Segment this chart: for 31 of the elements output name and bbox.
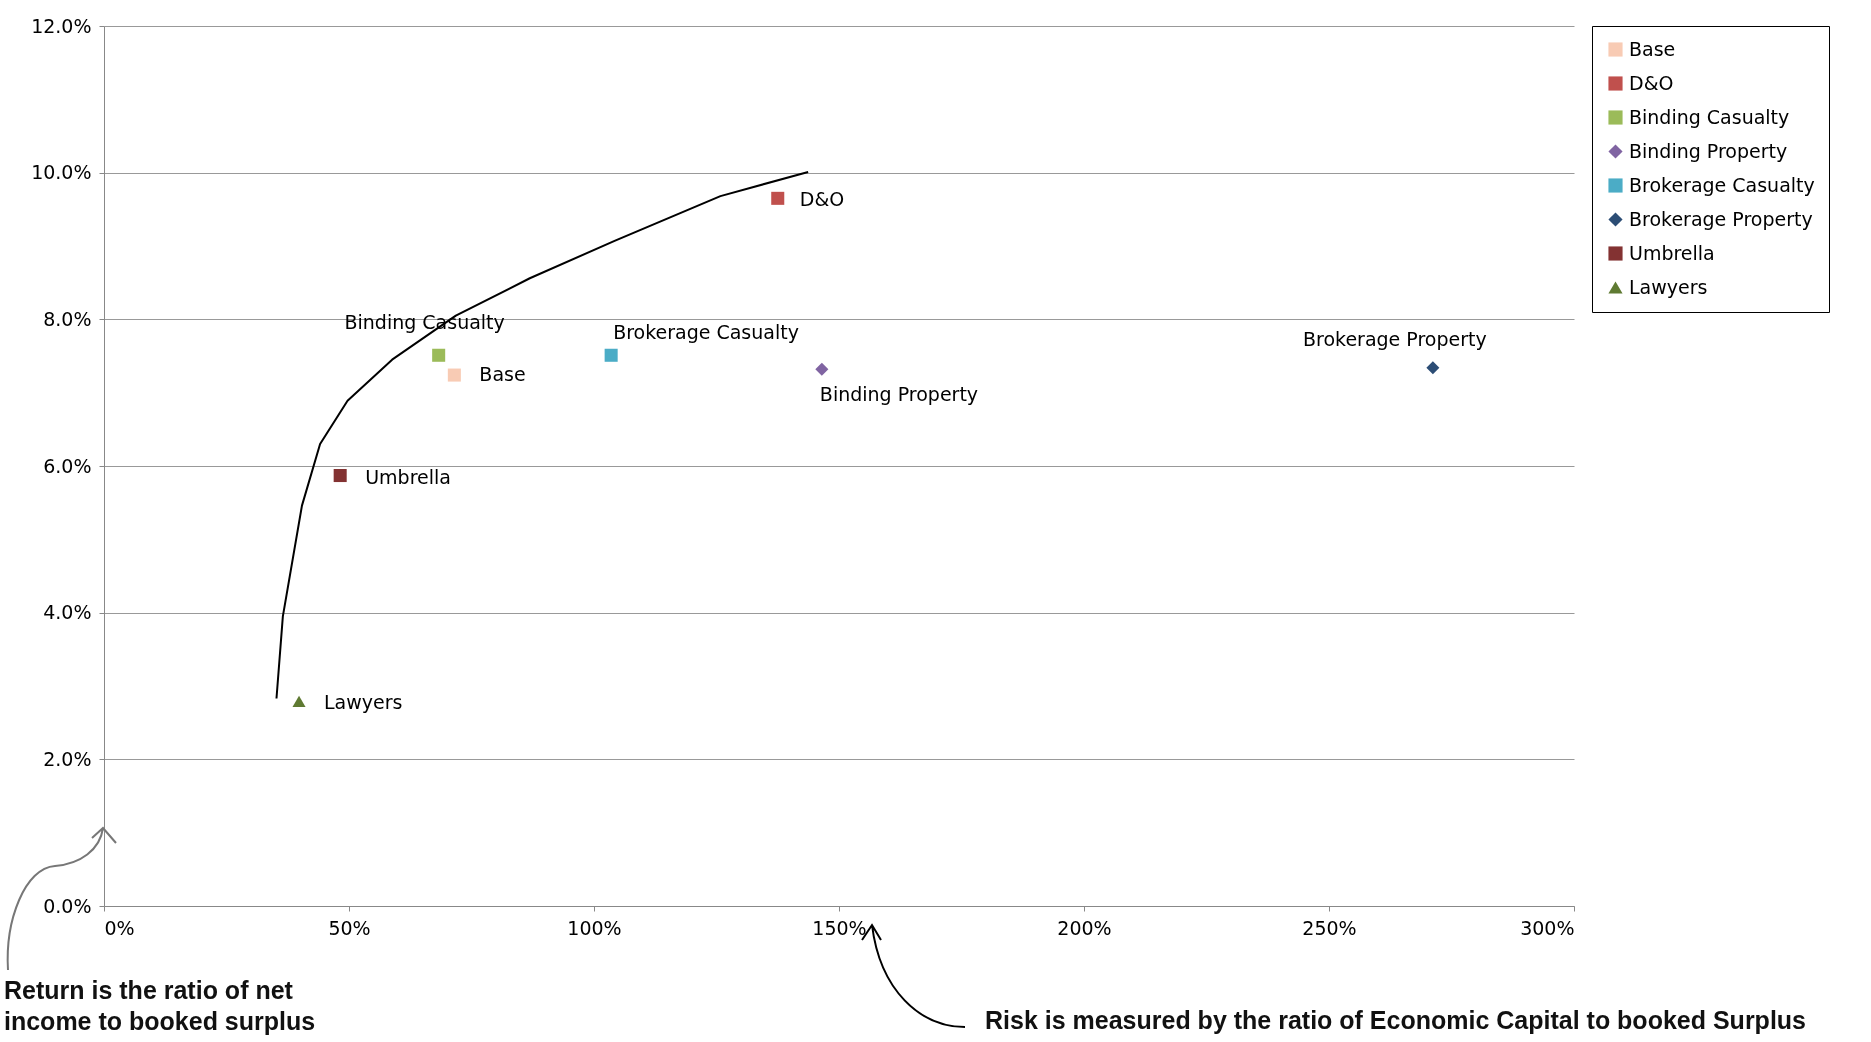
text: Return is the ratio of net income to booked surplus (4, 975, 317, 1037)
y-tick-label: 4.0% (43, 601, 92, 624)
x-tick-label: 300% (1520, 916, 1575, 939)
x-tick-label: 150% (812, 916, 867, 939)
text: Brokerage Property (1303, 327, 1487, 350)
text: Lawyers (324, 691, 403, 714)
y-tick-label: 10.0% (31, 161, 92, 184)
legend-label: D&O (1629, 71, 1674, 94)
text: Risk is measured by the ratio of Economic Capital to booked Surplus (985, 1005, 1807, 1036)
legend-label: Lawyers (1629, 275, 1708, 298)
text: Brokerage Casualty (613, 321, 799, 344)
y-tick-label: 2.0% (43, 747, 92, 770)
legend-label: Umbrella (1629, 241, 1715, 264)
x-tick-label: 50% (328, 916, 371, 939)
x-tick-label: 250% (1302, 916, 1357, 939)
y-tick-label: 12.0% (31, 14, 92, 37)
legend-label: Brokerage Casualty (1629, 173, 1815, 196)
text: D&O (799, 188, 845, 211)
x-tick-label: 200% (1057, 916, 1112, 939)
x-tick-label: 0% (104, 916, 135, 939)
text: Binding Property (819, 383, 979, 406)
legend-label: Base (1629, 37, 1676, 60)
text: Umbrella (365, 465, 451, 488)
text: Base (479, 363, 526, 386)
legend-label: Binding Property (1629, 139, 1788, 162)
y-tick-label: 6.0% (43, 454, 92, 477)
y-tick-label: 8.0% (43, 307, 92, 330)
x-tick-label: 100% (567, 916, 622, 939)
legend-label: Brokerage Property (1629, 207, 1813, 230)
legend-label: Binding Casualty (1629, 105, 1790, 128)
y-tick-label: 0.0% (43, 894, 92, 917)
